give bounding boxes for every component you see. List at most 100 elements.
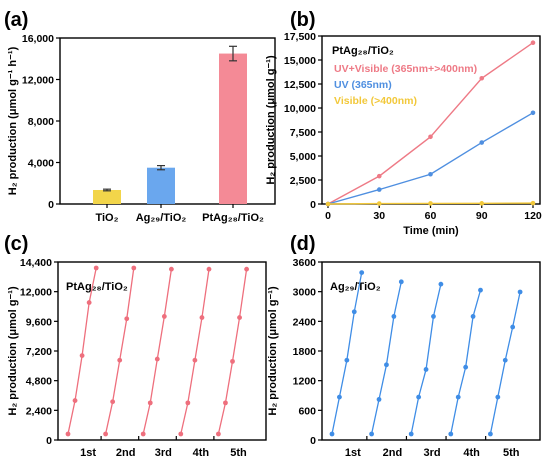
a-ytick-label-0: 0: [48, 199, 54, 211]
c-cycle-0-point-0: [65, 431, 71, 437]
b-legend-label-0: UV+Visible (365nm+>400nm): [334, 63, 477, 75]
d-cycle-4-point-1: [495, 394, 501, 400]
a-ytick-label-3: 12,000: [22, 75, 54, 87]
c-cycle-4-point-3: [237, 315, 242, 320]
c-cycle-label-3: 4th: [193, 447, 210, 457]
d-cycle-label-3: 4th: [463, 447, 480, 457]
d-cycle-4-point-2: [502, 357, 508, 363]
b-series-2-point-0: [325, 201, 331, 207]
b-series-0-point-4: [530, 40, 536, 46]
c-cycle-4-point-2: [230, 358, 235, 364]
d-cycle-4-point-0: [488, 431, 493, 437]
d-cycle-line-4: [489, 291, 521, 435]
c-cycle-1-point-0: [103, 431, 108, 437]
d-cycle-line-1: [370, 281, 402, 435]
d-ytick-label-3: 1800: [293, 346, 317, 358]
c-cycle-line-3: [180, 269, 210, 435]
c-cycle-1-point-3: [124, 316, 130, 322]
c-cycle-2-point-0: [140, 431, 146, 437]
b-ytick-label-1: 2,500: [290, 175, 316, 187]
b-ytick-label-7: 17,500: [284, 31, 316, 43]
c-cycle-1-point-2: [117, 357, 123, 363]
c-ytick-label-3: 7,200: [26, 346, 52, 358]
a-category-label-1: Ag₂₉/TiO₂: [136, 212, 187, 224]
b-legend-label-1: UV (365nm): [334, 79, 392, 91]
d-cycle-2-point-3: [431, 314, 436, 319]
d-cycle-3-point-2: [463, 364, 469, 370]
b-ytick-label-5: 12,500: [284, 79, 316, 91]
c-cycle-0-point-3: [86, 300, 92, 305]
d-cycle-label-1: 2nd: [383, 447, 403, 457]
b-ytick-label-3: 7,500: [290, 127, 316, 139]
a-category-label-0: TiO₂: [95, 212, 118, 224]
d-cycle-0-point-0: [329, 431, 335, 437]
d-cycle-2-point-2: [423, 367, 429, 372]
d-title: Ag₂₉/TiO₂: [330, 281, 381, 293]
b-ytick-label-4: 10,000: [284, 103, 316, 115]
a-ytick-label-1: 4,000: [28, 158, 54, 170]
c-ylabel: H₂ production (μmol g⁻¹): [7, 286, 19, 416]
b-xtick-label-0: 0: [325, 210, 331, 222]
b-series-line-1: [327, 112, 534, 205]
c-cycle-0-point-1: [72, 398, 78, 403]
c-cycle-3-point-1: [185, 400, 191, 406]
c-cycle-0-point-4: [93, 265, 99, 271]
b-series-2-point-4: [530, 200, 536, 206]
b-ytick-label-0: 0: [310, 199, 316, 211]
c-ytick-label-4: 9,600: [26, 316, 52, 328]
panel-label-b: (b): [290, 9, 316, 31]
panel-label-c: (c): [4, 233, 28, 255]
d-cycle-3-point-3: [470, 314, 476, 319]
c-title: PtAg₂₈/TiO₂: [66, 281, 128, 293]
d-cycle-3-point-0: [448, 431, 454, 437]
c-ytick-label-2: 4,800: [26, 376, 52, 388]
c-cycle-4-point-1: [223, 400, 228, 406]
d-cycle-2-point-0: [408, 431, 414, 437]
d-cycle-4-point-4: [517, 289, 523, 295]
b-series-1-point-1: [376, 187, 382, 192]
c-cycle-3-point-3: [199, 315, 205, 320]
d-cycle-1-point-0: [369, 431, 374, 437]
a-ytick-label-2: 8,000: [28, 116, 54, 128]
b-title: PtAg₂₈/TiO₂: [332, 45, 394, 57]
c-cycle-1-point-4: [131, 265, 137, 271]
b-xtick-label-2: 60: [425, 210, 437, 222]
c-cycle-line-4: [217, 269, 248, 435]
b-xtick-label-1: 30: [373, 210, 385, 222]
d-cycle-3-point-4: [478, 287, 483, 293]
b-xtick-label-4: 120: [524, 210, 542, 222]
d-cycle-label-0: 1st: [345, 447, 361, 457]
panel-label-d: (d): [290, 233, 316, 255]
a-bar-0: [93, 189, 121, 204]
b-ytick-label-6: 15,000: [284, 55, 316, 67]
c-cycle-label-0: 1st: [80, 447, 96, 457]
d-cycle-line-0: [331, 272, 363, 435]
c-cycle-label-1: 2nd: [116, 447, 136, 457]
c-ytick-label-6: 14,400: [20, 257, 52, 269]
b-series-0-point-1: [376, 173, 382, 179]
b-series-2-point-1: [376, 201, 382, 206]
c-cycle-2-point-3: [161, 314, 167, 319]
c-cycle-0-point-2: [79, 353, 85, 359]
c-cycle-2-point-1: [147, 400, 153, 406]
d-cycle-0-point-2: [344, 357, 350, 363]
b-legend-label-2: Visible (>400nm): [334, 95, 417, 107]
panel-label-a: (a): [4, 9, 28, 31]
d-cycle-0-point-3: [351, 309, 357, 315]
a-ylabel: H₂ production (μmol g⁻¹ h⁻¹): [7, 46, 19, 195]
d-ytick-label-0: 0: [310, 435, 316, 447]
d-cycle-3-point-1: [455, 394, 461, 400]
d-cycle-line-3: [450, 289, 482, 435]
c-ytick-label-0: 0: [46, 435, 52, 447]
c-cycle-2-point-4: [169, 266, 174, 272]
c-cycle-3-point-0: [178, 431, 184, 437]
d-cycle-1-point-3: [391, 314, 397, 319]
d-ylabel: H₂ production (μmol g⁻¹): [267, 286, 279, 416]
b-series-2-point-2: [428, 201, 433, 206]
c-ytick-label-5: 12,000: [20, 287, 52, 299]
b-ylabel: H₂ production (μmol g⁻¹): [265, 55, 277, 185]
c-cycle-2-point-2: [154, 356, 160, 362]
b-series-1-point-2: [428, 171, 433, 177]
d-cycle-label-4: 5th: [503, 447, 520, 457]
